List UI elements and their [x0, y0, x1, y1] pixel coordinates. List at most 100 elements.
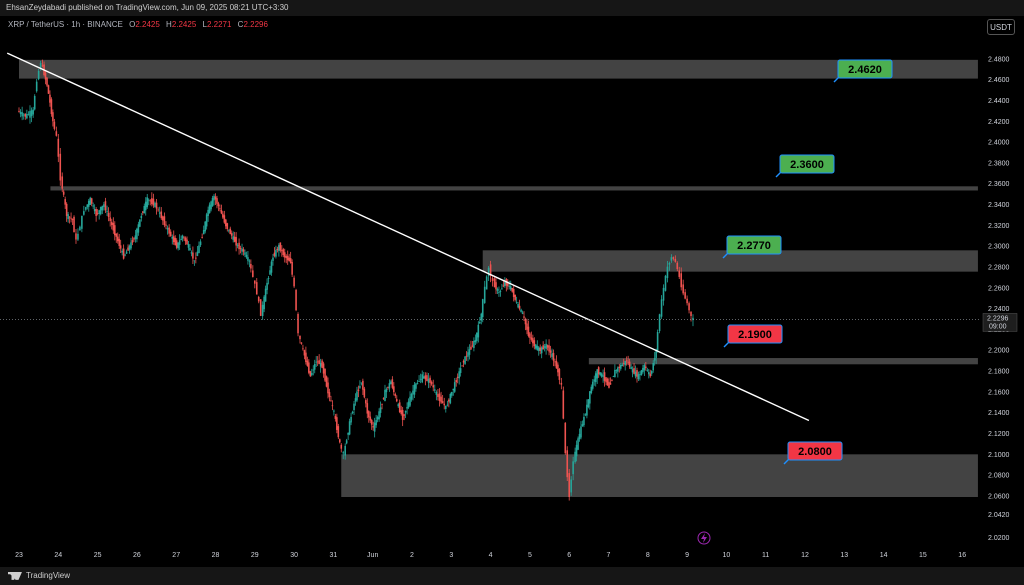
candle-body	[533, 340, 536, 347]
candle-body	[523, 316, 525, 318]
candle-body	[354, 398, 357, 402]
candle-body	[418, 381, 420, 382]
zone-label-1[interactable]: 2.3600	[775, 154, 835, 178]
candle-body	[637, 374, 640, 380]
candle-body	[189, 248, 191, 251]
y-tick-label: 2.3400	[988, 202, 1010, 209]
y-tick-label: 2.4600	[988, 77, 1010, 84]
candle-body	[397, 404, 400, 407]
candle-body	[652, 362, 655, 371]
candle-body	[267, 277, 270, 279]
zone-label-4[interactable]: 2.0800	[783, 441, 843, 465]
symbol-name[interactable]: XRP / TetherUS · 1h · BINANCE	[8, 20, 123, 29]
x-tick-label: Jun	[367, 552, 378, 559]
candle-body	[509, 286, 512, 290]
candle-body	[362, 380, 364, 390]
candle-body	[49, 94, 51, 103]
candle-body	[312, 369, 315, 371]
candle-body	[187, 244, 190, 248]
candle-body	[587, 399, 590, 408]
candle-body	[103, 204, 105, 208]
candle-body	[539, 347, 542, 351]
candle-body	[297, 313, 299, 334]
candle-body	[121, 250, 123, 253]
candle-body	[140, 215, 143, 219]
candle-body	[499, 290, 502, 292]
candle-body	[403, 414, 405, 416]
candle-body	[177, 242, 179, 249]
candle-body	[64, 199, 66, 205]
currency-button[interactable]: USDT	[987, 19, 1015, 35]
candle-body	[407, 401, 410, 408]
candle-body	[155, 202, 158, 209]
zone-label-3[interactable]: 2.1900	[723, 324, 783, 348]
candle-body	[485, 276, 488, 290]
x-tick-label: 29	[251, 552, 259, 559]
candle-body	[214, 196, 217, 200]
candle-body	[381, 403, 383, 405]
candle-body	[664, 275, 667, 291]
candle-body	[73, 216, 75, 233]
candle-body	[89, 197, 92, 205]
candle-body	[574, 451, 576, 463]
candle-body	[473, 340, 475, 348]
x-tick-label: 30	[290, 552, 298, 559]
candle-body	[440, 396, 442, 403]
candle-body	[250, 263, 252, 269]
y-tick-label: 2.4400	[988, 98, 1010, 105]
candle-body	[370, 419, 373, 425]
candle-body	[527, 326, 530, 337]
candle-body	[672, 257, 675, 259]
candle-body	[458, 371, 460, 379]
candle-body	[666, 266, 669, 279]
candle-body	[557, 364, 559, 373]
candle-body	[24, 113, 27, 117]
candle-body	[96, 213, 99, 214]
candle-body	[160, 211, 163, 219]
candle-body	[41, 65, 44, 67]
candle-body	[295, 289, 297, 311]
zone-label-text: 2.4620	[848, 64, 882, 76]
candle-body	[449, 393, 452, 404]
zone-label-0[interactable]: 2.4620	[833, 59, 893, 83]
candle-body	[385, 389, 388, 393]
candle-body	[520, 309, 522, 312]
candle-body	[309, 371, 312, 377]
open-label: O	[129, 20, 136, 29]
candle-body	[633, 368, 635, 374]
candle-body	[318, 360, 320, 365]
candle-body	[342, 452, 345, 454]
candle-body	[337, 426, 340, 438]
x-tick-label: 12	[801, 552, 809, 559]
trendline[interactable]	[6, 52, 810, 422]
candle-body	[508, 285, 511, 287]
candle-body	[461, 365, 463, 367]
candle-body	[480, 313, 483, 321]
candle-body	[124, 254, 126, 256]
candle-body	[18, 110, 20, 112]
candle-body	[207, 209, 209, 216]
zone-label-2[interactable]: 2.2770	[722, 235, 782, 259]
candle-body	[558, 369, 561, 380]
candle-body	[549, 350, 552, 353]
candle-body	[171, 236, 174, 239]
candle-body	[278, 245, 280, 251]
candle-body	[532, 338, 534, 344]
candle-body	[517, 304, 519, 308]
lightning-icon[interactable]	[697, 531, 711, 545]
candle-body	[328, 392, 331, 397]
candle-body	[456, 376, 459, 378]
x-tick-label: 5	[528, 552, 532, 559]
x-tick-label: 31	[330, 552, 338, 559]
candle-body	[21, 112, 23, 117]
candle-body	[259, 299, 262, 316]
candle-body	[581, 424, 584, 427]
candle-body	[324, 368, 326, 381]
candle-body	[608, 381, 610, 388]
candle-body	[676, 262, 679, 270]
candle-body	[437, 394, 439, 397]
candle-body	[254, 280, 256, 284]
candle-body	[245, 254, 248, 258]
